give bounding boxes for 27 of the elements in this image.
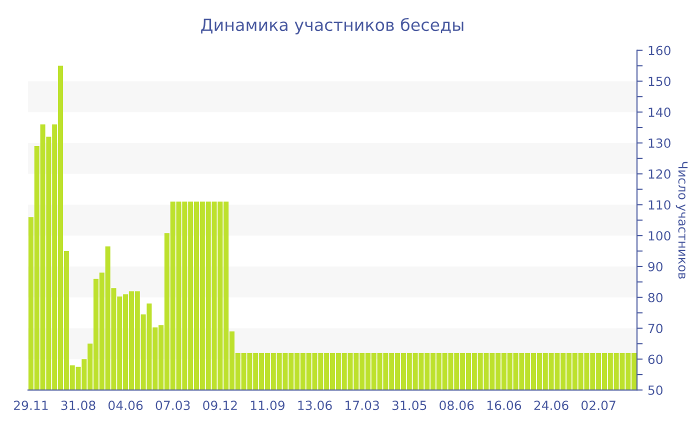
y-tick-label: 140 [648,108,670,117]
y-tick-label: 160 [648,46,670,56]
x-tick-label: 08.06 [440,400,474,410]
x-tick-label: 24.06 [534,400,568,410]
x-tick-label: 07.03 [156,400,190,410]
y-tick-label: 80 [648,292,662,302]
x-tick-label: 31.05 [392,400,426,410]
x-tick-label: 02.07 [582,400,616,410]
y-tick-label: 150 [648,76,670,86]
y-tick-label: 100 [648,231,670,241]
y-tick-label: 130 [648,138,670,148]
x-tick-label: 09.12 [203,400,237,410]
y-tick-label: 110 [648,200,670,210]
x-tick-label: 16.06 [487,400,522,410]
y-tick-label: 60 [648,354,662,364]
y-tick-label: 90 [648,262,662,272]
x-tick-label: 29.11 [14,400,48,410]
chart-title: Динамика участников беседы [201,18,464,34]
y-tick-label: 50 [648,385,662,395]
y-axis-title: Число участников [676,162,688,279]
x-tick-label: 11.09 [250,400,284,410]
x-tick-label: 17.03 [346,400,379,410]
y-tick-label: 120 [648,169,670,179]
x-tick-label: 04.06 [108,400,143,410]
x-tick-label: 13.06 [298,400,332,410]
x-tick-label: 31.08 [61,400,96,410]
y-tick-label: 70 [648,324,662,334]
